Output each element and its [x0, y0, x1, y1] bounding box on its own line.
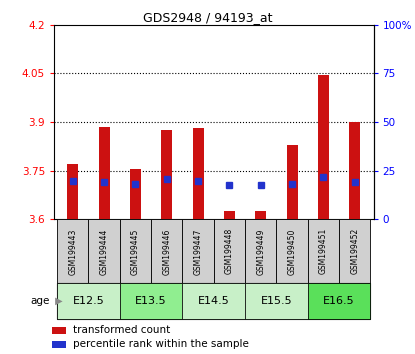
Bar — [67, 164, 78, 219]
Bar — [214, 219, 245, 283]
Bar — [224, 211, 235, 219]
Text: GSM199447: GSM199447 — [193, 228, 203, 275]
Text: E14.5: E14.5 — [198, 296, 229, 306]
Bar — [57, 219, 88, 283]
Bar — [130, 169, 141, 219]
Text: E15.5: E15.5 — [261, 296, 292, 306]
Text: percentile rank within the sample: percentile rank within the sample — [73, 339, 249, 349]
Bar — [287, 145, 298, 219]
Text: E16.5: E16.5 — [323, 296, 355, 306]
Text: GSM199449: GSM199449 — [256, 228, 265, 275]
Bar — [255, 211, 266, 219]
Text: GSM199450: GSM199450 — [288, 228, 297, 275]
Bar — [183, 283, 245, 319]
Text: age: age — [30, 296, 50, 306]
Text: GDS2948 / 94193_at: GDS2948 / 94193_at — [143, 11, 272, 24]
Text: transformed count: transformed count — [73, 325, 170, 336]
Bar — [339, 219, 370, 283]
Bar — [52, 341, 66, 348]
Bar — [349, 122, 360, 219]
Bar — [151, 219, 183, 283]
Text: GSM199443: GSM199443 — [68, 228, 77, 275]
Bar — [99, 127, 110, 219]
Text: GSM199448: GSM199448 — [225, 228, 234, 274]
Text: E12.5: E12.5 — [73, 296, 104, 306]
Text: E13.5: E13.5 — [135, 296, 167, 306]
Bar — [245, 219, 276, 283]
Bar — [183, 219, 214, 283]
Bar — [88, 219, 120, 283]
Text: GSM199445: GSM199445 — [131, 228, 140, 275]
Text: GSM199451: GSM199451 — [319, 228, 328, 274]
Bar — [57, 283, 120, 319]
Bar — [120, 219, 151, 283]
Bar — [318, 75, 329, 219]
Bar — [193, 128, 203, 219]
Bar — [120, 283, 183, 319]
Text: GSM199444: GSM199444 — [100, 228, 109, 275]
Text: ▶: ▶ — [52, 296, 63, 306]
Bar — [161, 130, 172, 219]
Bar — [308, 219, 339, 283]
Bar — [276, 219, 308, 283]
Text: GSM199452: GSM199452 — [350, 228, 359, 274]
Bar — [245, 283, 308, 319]
Bar — [308, 283, 370, 319]
Bar — [52, 327, 66, 334]
Text: GSM199446: GSM199446 — [162, 228, 171, 275]
